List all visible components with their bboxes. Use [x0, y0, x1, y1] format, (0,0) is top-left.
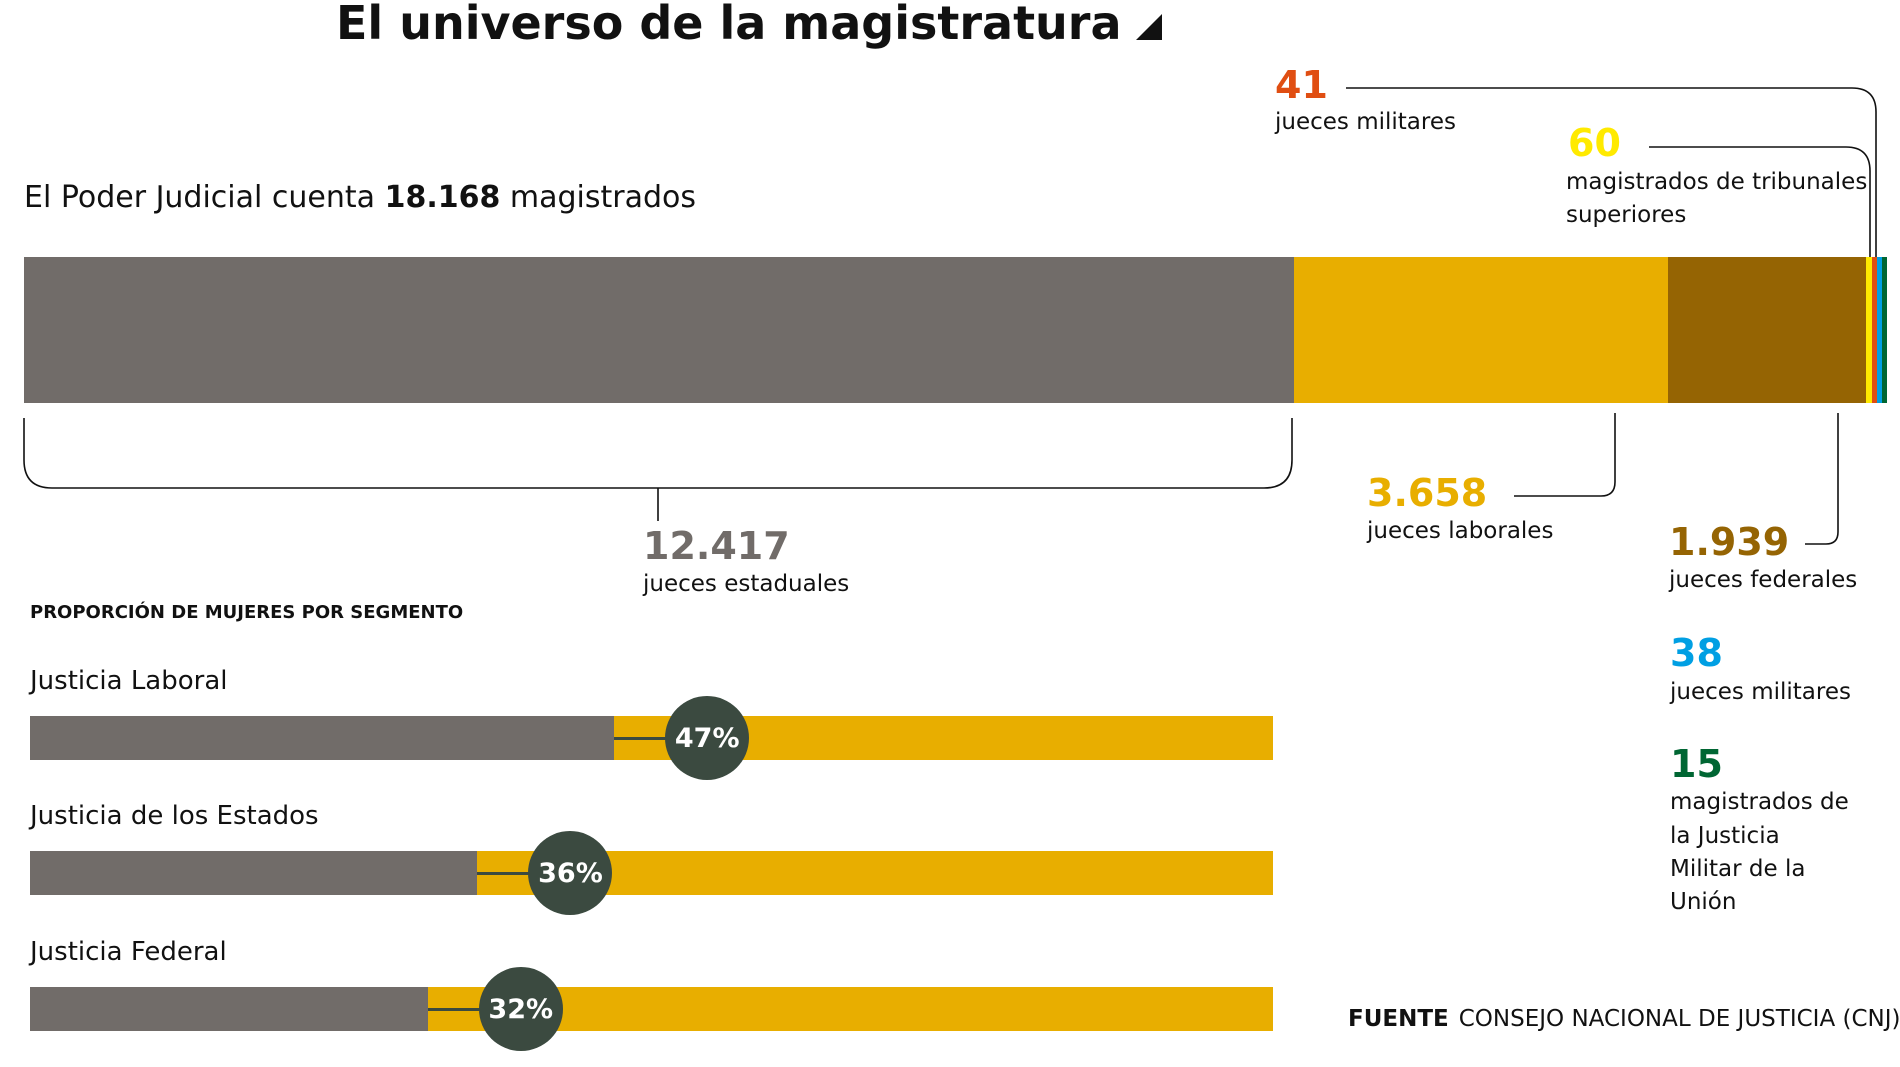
- marker-line: [614, 737, 675, 740]
- label-federales: jueces federales: [1669, 567, 1858, 593]
- chart-title: El universo de la magistratura: [336, 0, 1162, 50]
- label-militares41: jueces militares: [1275, 109, 1456, 135]
- source-label: FUENTE: [1348, 1006, 1449, 1032]
- label-union-4: Unión: [1670, 889, 1737, 915]
- value-laborales: 3.658: [1367, 471, 1488, 515]
- label-union-2: la Justicia: [1670, 823, 1780, 849]
- value-superiores: 60: [1568, 121, 1621, 165]
- triangle-icon: [1135, 13, 1162, 40]
- label-superiores-1: magistrados de tribunales: [1566, 169, 1868, 195]
- source: FUENTE CONSEJO NACIONAL DE JUSTICIA (CNJ): [1348, 1006, 1900, 1032]
- label-superiores-2: superiores: [1566, 202, 1687, 228]
- proportion-row-title: Justicia Federal: [30, 937, 227, 967]
- label-estaduales: jueces estaduales: [643, 571, 850, 597]
- proportion-title: PROPORCIÓN DE MUJERES POR SEGMENTO: [30, 602, 464, 623]
- proportion-row-title: Justicia Laboral: [30, 666, 228, 696]
- proportion-bar: 32%: [30, 967, 1273, 1051]
- marker-line: [427, 1008, 488, 1011]
- intro-text: El Poder Judicial cuenta 18.168 magistra…: [24, 180, 696, 215]
- label-union-3: Militar de la: [1670, 856, 1806, 882]
- percent-marker: 47%: [665, 696, 750, 780]
- intro-post: magistrados: [509, 180, 697, 215]
- intro-total: 18.168: [384, 180, 501, 215]
- label-militares38: jueces militares: [1670, 679, 1851, 705]
- percent-marker: 36%: [528, 831, 613, 915]
- marker-line: [477, 872, 538, 875]
- value-union: 15: [1670, 742, 1723, 786]
- proportion-bar: 36%: [30, 831, 1273, 915]
- connector-laborales: [1514, 413, 1616, 497]
- proportion-row-title: Justicia de los Estados: [30, 801, 319, 831]
- label-union-1: magistrados de: [1670, 789, 1849, 815]
- bar-segment-1: [1293, 257, 1668, 403]
- connector-militares41: [1346, 87, 1877, 257]
- title-text: El universo de la magistratura: [336, 0, 1122, 50]
- source-text: CONSEJO NACIONAL DE JUSTICIA (CNJ): [1458, 1006, 1900, 1032]
- bar-segment-5: [1877, 257, 1883, 403]
- women-fill: [30, 851, 478, 895]
- percent-marker: 32%: [478, 967, 563, 1051]
- connector-superiores: [1649, 146, 1871, 257]
- bar-segment-6: [1882, 257, 1887, 403]
- connector-federales: [1805, 413, 1839, 545]
- stacked-bar: [24, 257, 1887, 403]
- value-militares38: 38: [1670, 631, 1723, 675]
- bar-segment-3: [1865, 257, 1873, 403]
- bar-segment-2: [1667, 257, 1866, 403]
- value-estaduales: 12.417: [643, 524, 790, 568]
- women-fill: [30, 987, 428, 1031]
- value-federales: 1.939: [1669, 520, 1790, 564]
- proportion-bar: 47%: [30, 696, 1273, 780]
- intro-pre: El Poder Judicial cuenta: [24, 180, 376, 215]
- bar-segment-0: [24, 257, 1294, 403]
- women-fill: [30, 716, 615, 760]
- value-militares41: 41: [1275, 63, 1328, 107]
- bracket-estaduales: [23, 418, 1293, 521]
- label-laborales: jueces laborales: [1367, 518, 1554, 544]
- bar-segment-4: [1872, 257, 1878, 403]
